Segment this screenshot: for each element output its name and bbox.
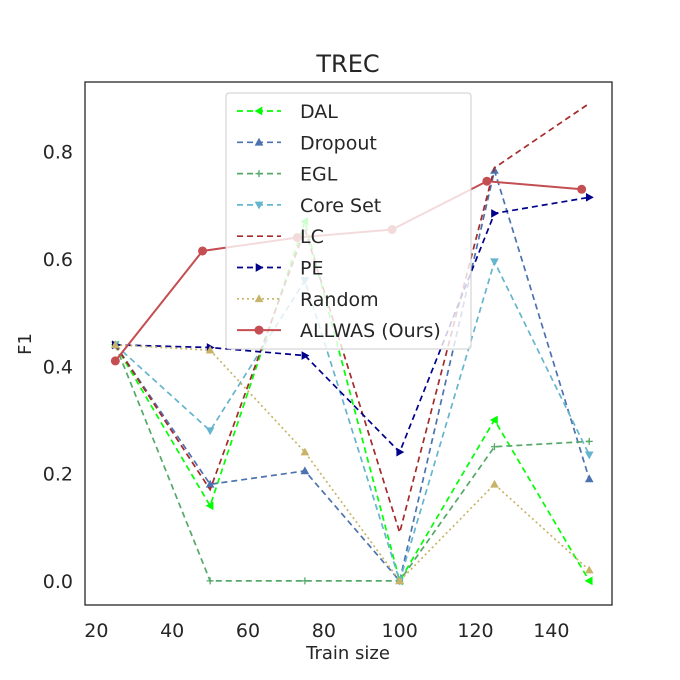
legend-marker xyxy=(255,170,263,178)
legend-label: Core Set xyxy=(300,195,381,217)
legend-marker xyxy=(254,106,263,116)
data-point xyxy=(205,501,214,511)
data-point xyxy=(577,184,587,194)
legend-entry-random: Random xyxy=(237,289,379,311)
series-line-dropout xyxy=(114,167,591,583)
x-tick-label: 140 xyxy=(533,620,569,642)
data-point xyxy=(584,451,594,460)
legend-entry-allwas-ours: ALLWAS (Ours) xyxy=(237,320,441,342)
legend-label: EGL xyxy=(300,164,338,186)
legend-entry-dal: DAL xyxy=(237,101,338,123)
y-tick-label: 0.8 xyxy=(43,142,73,164)
legend-label: Dropout xyxy=(300,132,377,154)
data-point xyxy=(301,577,309,585)
series-line-egl xyxy=(114,344,590,582)
y-tick-label: 0.6 xyxy=(43,249,73,271)
series-line-core-set xyxy=(114,259,591,584)
legend: DAL Dropout EGL Core Set LC PE Random ALLWAS (O… xyxy=(225,92,472,350)
data-point xyxy=(205,479,215,488)
legend-box xyxy=(225,92,472,350)
legend-entry-egl: EGL xyxy=(237,164,338,186)
data-point xyxy=(584,576,593,586)
y-tick-label: 0.0 xyxy=(43,571,73,593)
data-point xyxy=(482,176,492,186)
legend-label: PE xyxy=(300,258,323,280)
data-point xyxy=(206,577,214,585)
legend-entry-pe: PE xyxy=(237,258,323,280)
series-random xyxy=(110,340,594,585)
data-point xyxy=(205,345,215,354)
series-line-lc xyxy=(114,102,590,536)
legend-label: ALLWAS (Ours) xyxy=(300,320,441,342)
legend-marker xyxy=(254,137,264,146)
data-point xyxy=(300,447,310,456)
legend-label: Random xyxy=(300,289,379,311)
series-lc xyxy=(114,102,590,536)
data-point xyxy=(110,340,120,349)
data-point xyxy=(205,427,215,436)
data-point xyxy=(489,415,498,425)
data-point xyxy=(395,576,405,585)
chart-title: TREC xyxy=(315,50,379,78)
legend-marker xyxy=(255,263,264,272)
x-axis: 20 40 60 80 100 120 140 xyxy=(84,620,569,642)
data-point xyxy=(490,258,499,267)
x-tick-label: 100 xyxy=(382,620,418,642)
legend-marker xyxy=(254,325,264,335)
data-point xyxy=(301,351,310,360)
data-point xyxy=(300,466,310,475)
data-point xyxy=(585,192,594,202)
data-point xyxy=(490,443,498,451)
data-point xyxy=(396,447,405,457)
series-line-random xyxy=(115,343,590,583)
x-tick-label: 40 xyxy=(160,620,184,642)
x-tick-label: 120 xyxy=(457,620,493,642)
y-axis: 0.0 0.2 0.4 0.6 0.8 xyxy=(43,142,73,593)
legend-label: DAL xyxy=(300,101,338,123)
data-point xyxy=(584,565,594,574)
legend-marker xyxy=(254,294,264,303)
x-axis-label: Train size xyxy=(305,643,390,664)
legend-entry-core-set: Core Set xyxy=(237,195,381,217)
y-axis-label: F1 xyxy=(15,333,36,355)
data-point xyxy=(110,356,120,366)
data-point xyxy=(490,479,499,488)
legend-marker xyxy=(254,201,264,210)
x-tick-label: 20 xyxy=(84,620,108,642)
y-tick-label: 0.2 xyxy=(43,464,73,486)
x-tick-label: 80 xyxy=(312,620,336,642)
x-tick-label: 60 xyxy=(236,620,260,642)
series-line-dal xyxy=(114,218,590,584)
legend-entry-lc: LC xyxy=(237,226,324,248)
y-tick-label: 0.4 xyxy=(43,356,73,378)
data-point xyxy=(584,474,594,483)
legend-entry-dropout: Dropout xyxy=(237,132,377,154)
data-point xyxy=(585,437,593,445)
data-point xyxy=(198,246,208,256)
legend-label: LC xyxy=(300,226,324,248)
data-point xyxy=(491,209,499,218)
